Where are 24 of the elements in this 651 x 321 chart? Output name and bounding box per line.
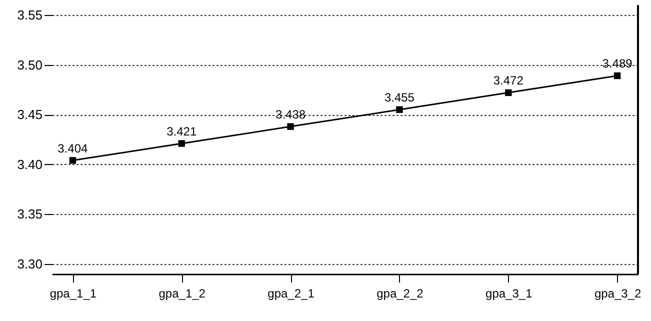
point	[287, 123, 294, 130]
point	[178, 140, 185, 147]
x-tick-label: gpa_2_2	[376, 286, 424, 300]
data-label: 3.404	[58, 141, 88, 156]
x-tick-label: gpa_1_2	[158, 286, 206, 300]
data-label: 3.455	[384, 90, 415, 105]
data-label: 3.438	[276, 108, 306, 122]
x-tick-label: gpa_1_1	[50, 286, 97, 300]
data-label: 3.472	[493, 74, 524, 88]
x-tick-label: gpa_3_1	[486, 286, 533, 300]
y-tick-label: 3.35	[17, 206, 42, 222]
x-tick-label: gpa_2_1	[268, 286, 315, 300]
data-label: 3.421	[166, 124, 197, 138]
point	[396, 106, 403, 113]
point	[505, 89, 512, 96]
y-tick-label: 3.55	[17, 7, 42, 22]
point	[614, 72, 621, 80]
point	[69, 157, 76, 164]
y-tick-label: 3.50	[17, 57, 42, 72]
x-tick-label: gpa_3_2	[594, 286, 642, 300]
y-tick-label: 3.40	[17, 156, 42, 172]
data-label: 3.489	[602, 56, 633, 71]
y-tick-label: 3.30	[17, 256, 42, 272]
y-tick-label: 3.45	[17, 107, 42, 122]
